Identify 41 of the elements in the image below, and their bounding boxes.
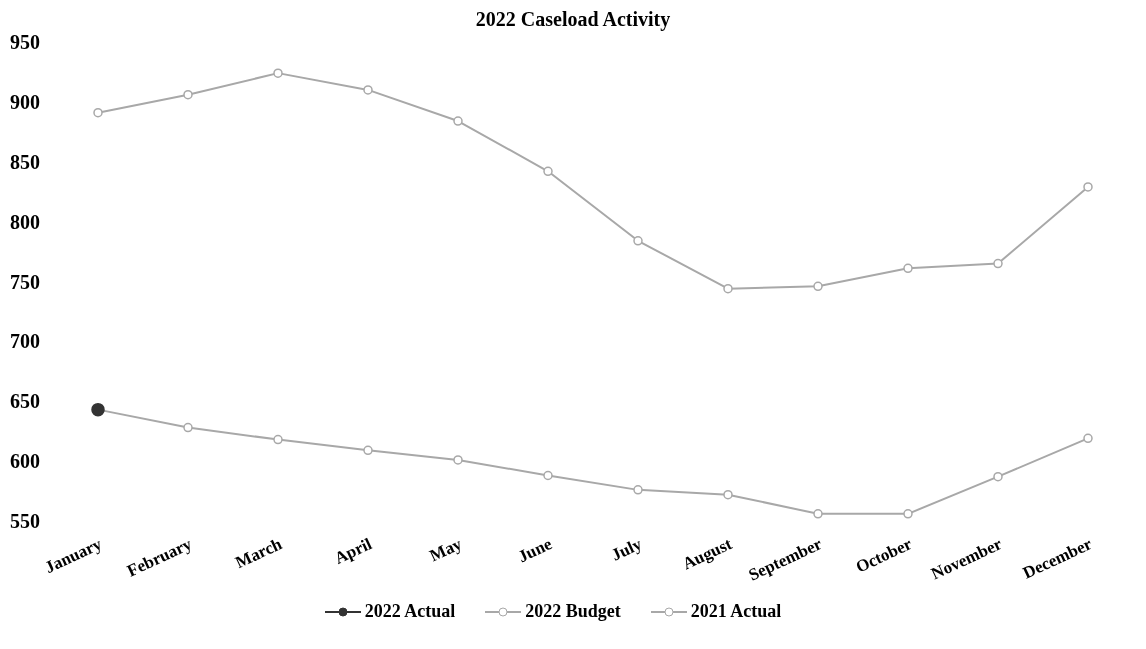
point xyxy=(363,85,373,95)
point xyxy=(993,471,1003,482)
x-tick-label: March xyxy=(232,534,286,573)
point xyxy=(723,283,733,294)
point xyxy=(633,485,643,495)
point xyxy=(93,107,103,118)
y-tick-label: 950 xyxy=(10,31,40,54)
point xyxy=(453,455,463,465)
point xyxy=(363,445,373,456)
point xyxy=(183,89,193,100)
point xyxy=(183,422,193,433)
y-tick-label: 650 xyxy=(10,390,40,413)
point xyxy=(723,489,733,500)
point xyxy=(543,470,553,481)
x-tick-label: July xyxy=(608,534,646,565)
x-tick-label: June xyxy=(515,534,556,567)
y-tick-label: 800 xyxy=(10,210,40,233)
point xyxy=(543,166,553,177)
point xyxy=(453,116,463,126)
y-tick-label: 900 xyxy=(10,90,40,113)
y-tick-label: 550 xyxy=(10,510,40,533)
y-tick-label: 750 xyxy=(10,270,40,293)
legend-label: 2022 Actual xyxy=(364,601,456,622)
point xyxy=(1083,182,1093,192)
point xyxy=(273,434,283,445)
legend-label: 2022 Budget xyxy=(525,601,621,622)
legend-label: 2021 Actual xyxy=(690,601,782,622)
x-tick-label: May xyxy=(426,534,466,566)
point xyxy=(903,509,913,519)
chart-title: 2022 Caseload Activity xyxy=(474,8,672,32)
point xyxy=(633,236,643,246)
point xyxy=(273,68,283,78)
x-tick-label: April xyxy=(331,534,375,568)
y-tick-label: 600 xyxy=(10,450,40,473)
point xyxy=(1083,433,1093,444)
y-tick-label: 850 xyxy=(10,150,40,173)
y-tick-label: 700 xyxy=(10,330,40,353)
point xyxy=(813,509,823,519)
point xyxy=(993,258,1003,269)
point xyxy=(813,281,823,292)
point xyxy=(903,263,913,274)
